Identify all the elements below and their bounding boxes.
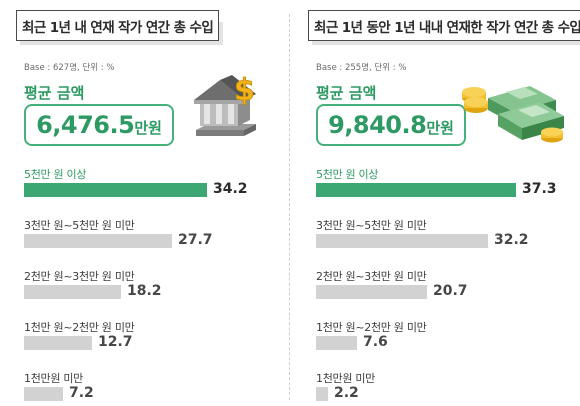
panel-divider: [289, 14, 290, 400]
average-unit: 만원: [134, 119, 162, 137]
average-value-box: 6,476.5만원: [24, 104, 174, 146]
bar: [316, 387, 328, 401]
money-stack-coins-icon: [462, 86, 564, 143]
category-label: 2천만 원~3천만 원 미만: [316, 270, 427, 283]
bar: [24, 285, 121, 299]
category-label: 5천만 원 이상: [316, 168, 379, 181]
data-label: 18.2: [127, 283, 162, 299]
data-label: 20.7: [433, 283, 468, 299]
bank-building-dollar-icon: $: [194, 73, 256, 136]
data-label: 27.7: [178, 232, 213, 248]
category-label: 1천만원 미만: [316, 372, 375, 385]
average-label: 평균 금액: [316, 84, 377, 102]
bar: [24, 183, 207, 197]
data-label: 37.3: [522, 181, 557, 197]
bar: [24, 234, 172, 248]
bar: [316, 285, 427, 299]
chart-title-box: 최근 1년 동안 1년 내내 연재한 작가 연간 총 수입: [308, 10, 580, 45]
average-label: 평균 금액: [24, 84, 85, 102]
base-note: Base : 255명, 단위 : %: [316, 63, 407, 73]
category-label: 1천만 원~2천만 원 미만: [316, 321, 427, 334]
svg-text:$: $: [234, 73, 255, 108]
base-note: Base : 627명, 단위 : %: [24, 63, 115, 73]
average-value: 6,476.5: [36, 111, 135, 139]
data-label: 2.2: [334, 385, 359, 401]
average-value-box: 9,840.8만원: [316, 104, 466, 146]
data-label: 32.2: [494, 232, 529, 248]
bar: [24, 387, 63, 401]
average-unit: 만원: [426, 119, 454, 137]
category-label: 3천만 원~5천만 원 미만: [24, 219, 135, 232]
category-label: 5천만 원 이상: [24, 168, 87, 181]
bar: [316, 234, 488, 248]
data-label: 12.7: [98, 334, 133, 350]
bar: [316, 336, 357, 350]
data-label: 7.2: [69, 385, 94, 401]
bar: [24, 336, 92, 350]
chart-title: 최근 1년 내 연재 작가 연간 총 수입: [22, 20, 214, 36]
category-label: 3천만 원~5천만 원 미만: [316, 219, 427, 232]
data-label: 34.2: [213, 181, 248, 197]
category-label: 2천만 원~3천만 원 미만: [24, 270, 135, 283]
data-label: 7.6: [363, 334, 388, 350]
average-value: 9,840.8: [328, 111, 427, 139]
chart-title-box: 최근 1년 내 연재 작가 연간 총 수입: [16, 10, 224, 45]
category-label: 1천만원 미만: [24, 372, 83, 385]
category-label: 1천만 원~2천만 원 미만: [24, 321, 135, 334]
chart-panel-left: 최근 1년 내 연재 작가 연간 총 수입 Base : 627명, 단위 : …: [0, 0, 288, 406]
chart-panel-right: 최근 1년 동안 1년 내내 연재한 작가 연간 총 수입 Base : 255…: [292, 0, 580, 406]
chart-title: 최근 1년 동안 1년 내내 연재한 작가 연간 총 수입: [314, 20, 580, 36]
bar: [316, 183, 516, 197]
